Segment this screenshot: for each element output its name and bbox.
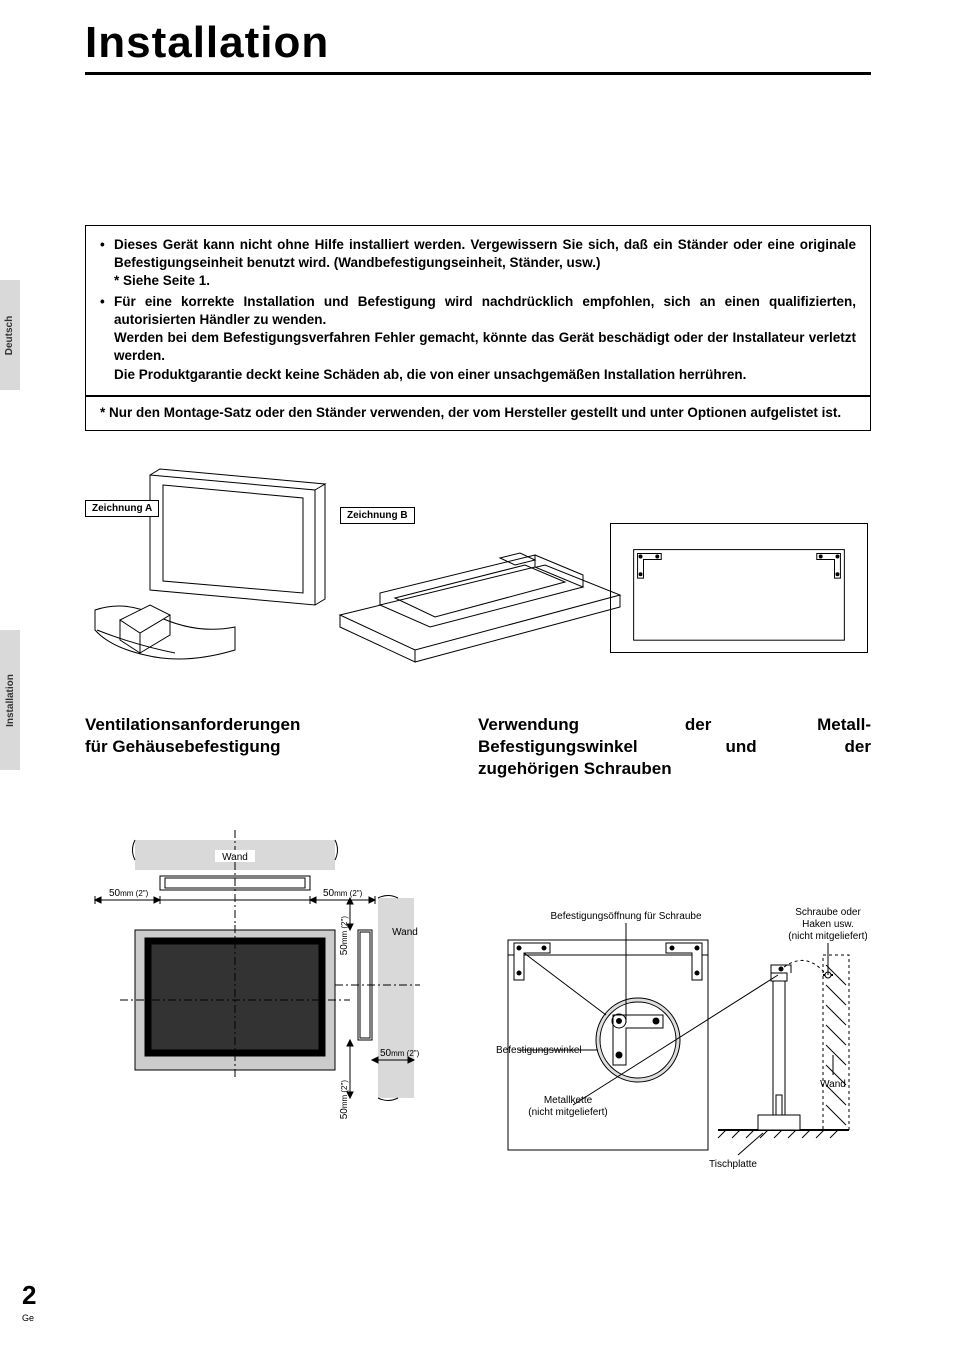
section-left-heading: Ventilationsanforderungen für Gehäusebef… <box>85 714 405 758</box>
svg-text:Wand: Wand <box>820 1079 846 1090</box>
svg-text:50mm (2"): 50mm (2") <box>339 1080 350 1120</box>
svg-text:50mm (2"): 50mm (2") <box>339 916 350 956</box>
side-tab-section-text: Installation <box>5 674 16 727</box>
warn-bullet-2: Für eine korrekte Installation und Befes… <box>100 293 856 384</box>
svg-text:(nicht mitgeliefert): (nicht mitgeliefert) <box>528 1107 607 1118</box>
page: Deutsch Installation Installation Dieses… <box>0 0 954 1351</box>
svg-text:Metallkette: Metallkette <box>544 1095 593 1106</box>
fig-b-label: Zeichnung B <box>340 507 415 524</box>
mounting-diagram: Befestigungsöffnung für Schraube Schraub… <box>478 895 868 1195</box>
svg-text:50mm (2"): 50mm (2") <box>323 888 363 899</box>
note-text: * Nur den Montage-Satz oder den Ständer … <box>100 405 841 420</box>
ventilation-diagram: Wand 50mm (2") 50mm (2") Wand 50mm (2") … <box>75 830 455 1120</box>
svg-text:Haken usw.: Haken usw. <box>802 919 854 930</box>
fig-c-diagram <box>610 523 868 653</box>
figure-row: Zeichnung A Zeichnung B <box>85 455 871 685</box>
svg-text:Tischplatte: Tischplatte <box>709 1159 757 1170</box>
page-title: Installation <box>85 18 329 68</box>
svg-text:Wand: Wand <box>392 927 418 938</box>
svg-text:Befestigungswinkel: Befestigungswinkel <box>496 1045 582 1056</box>
svg-text:Wand: Wand <box>222 852 248 863</box>
svg-text:50mm (2"): 50mm (2") <box>109 888 149 899</box>
svg-text:50mm (2"): 50mm (2") <box>380 1048 420 1059</box>
svg-text:(nicht mitgeliefert): (nicht mitgeliefert) <box>788 931 867 942</box>
page-number-suffix: Ge <box>22 1313 34 1323</box>
fig-a-label: Zeichnung A <box>85 500 159 517</box>
svg-text:Schraube oder: Schraube oder <box>795 907 861 918</box>
warn-bullet-1: Dieses Gerät kann nicht ohne Hilfe insta… <box>100 236 856 291</box>
side-tab-language-text: Deutsch <box>5 315 16 354</box>
section-right-heading: Verwendung der Metall- Befestigungswinke… <box>478 714 871 780</box>
warning-box: Dieses Gerät kann nicht ohne Hilfe insta… <box>85 225 871 397</box>
fig-a-diagram <box>85 455 345 685</box>
side-tab-section: Installation <box>0 630 20 770</box>
title-underline <box>85 72 871 75</box>
note-box: * Nur den Montage-Satz oder den Ständer … <box>85 395 871 431</box>
page-number: 2 <box>22 1280 36 1311</box>
svg-text:Befestigungsöffnung für Schrau: Befestigungsöffnung für Schraube <box>550 911 701 922</box>
side-tab-language: Deutsch <box>0 280 20 390</box>
